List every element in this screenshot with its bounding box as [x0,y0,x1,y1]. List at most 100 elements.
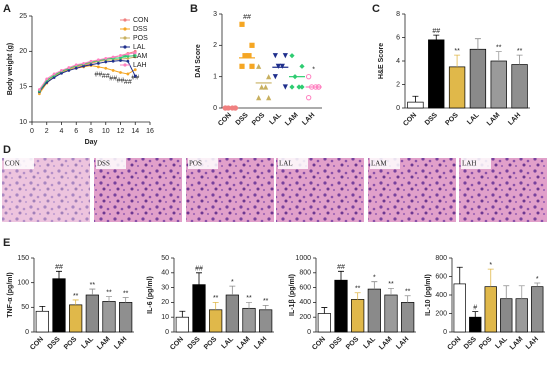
y-tick-label: 20 [19,48,27,55]
x-tick-label: LAM [509,336,525,352]
data-point [119,71,122,74]
error-bar [72,299,79,305]
x-tick-label: LAM [236,336,252,352]
data-point [52,76,56,79]
x-axis-label: Day [85,139,98,146]
x-tick-label: LAL [362,335,377,350]
significance: # [473,304,477,311]
significance: ** [90,282,96,289]
data-point [256,63,262,69]
x-tick-label: LAL [494,335,509,350]
bar [102,301,116,333]
error-bar [179,310,186,318]
y-tick-label: 40 [161,270,169,277]
data-point [45,77,49,81]
y-tick-label: 400 [299,299,311,306]
y-tick-label: 15 [19,84,27,91]
significance: ## [94,72,102,79]
data-point [126,59,130,63]
legend-marker [123,18,127,22]
y-tick-label: 0 [165,329,169,336]
error-bar [246,302,252,309]
significance: ** [246,295,252,302]
significance: ** [355,286,361,293]
x-tick-label: LAL [268,111,283,126]
y-axis-label: Body weight (g) [7,43,14,96]
legend-label: DSS [133,26,148,33]
data-point [259,84,265,90]
significance: ** [263,298,269,305]
data-point [133,74,137,78]
error-bar [262,304,269,310]
x-tick-label: 12 [117,128,125,135]
bar [119,302,133,333]
y-axis-label: H&E Score [378,43,385,79]
error-bar [495,51,502,61]
legend-marker [123,63,127,67]
panel-label: B [190,3,198,15]
x-tick-label: LAH [253,336,268,351]
data-point [126,72,130,76]
bar [351,299,365,333]
y-tick-label: 600 [435,273,447,280]
y-tick-label: 0 [213,105,217,112]
bar [192,284,206,333]
x-tick-label: LAL [80,335,95,350]
significance: ** [213,295,219,302]
data-point [96,65,100,69]
significance: ## [432,28,440,35]
bar [511,64,528,109]
bar [259,309,273,333]
image-label: LAH [462,160,476,168]
x-tick-label: LAM [96,336,112,352]
y-tick-label: 1000 [295,255,311,262]
y-tick-label: 20 [161,299,169,306]
error-bar [454,54,461,67]
legend-marker [123,27,127,31]
data-point [279,63,285,69]
data-point [275,63,281,69]
error-bar [321,307,328,314]
x-tick-label: LAM [284,112,300,128]
y-tick-label: 4 [396,58,400,65]
y-tick-label: 0 [443,329,447,336]
image-label: CON [5,160,20,168]
data-point [96,61,100,65]
y-axis-label: IL-1β (pg/ml) [289,274,296,316]
data-point [272,74,278,80]
data-point [272,53,278,59]
error-bar [388,287,394,295]
error-bar [472,311,479,318]
y-tick-label: 50 [161,255,169,262]
error-bar [474,38,481,50]
data-point [256,95,262,101]
x-tick-label: 2 [45,128,49,135]
data-point [82,61,86,65]
data-point [119,56,122,60]
x-tick-label: LAM [486,112,502,128]
x-tick-label: DSS [187,336,202,351]
data-point [67,66,71,69]
bar [175,316,189,333]
data-point [305,94,312,101]
x-tick-label: LAH [525,336,540,351]
y-axis-label: TNF-α (pg/ml) [7,272,14,318]
data-point [119,59,122,62]
bar [428,39,445,109]
error-bar [503,285,510,299]
x-tick-label: 10 [102,128,110,135]
y-tick-label: 800 [435,255,447,262]
bar [401,302,415,333]
significance: ** [454,48,460,55]
x-tick-label: POS [63,336,79,352]
y-tick-label: 30 [161,284,169,291]
bar [515,298,528,333]
x-tick-label: DSS [329,336,344,351]
x-tick-label: 8 [89,128,93,135]
y-tick-label: 150 [17,255,29,262]
image-label: DSS [97,160,110,168]
bar [35,310,49,333]
data-point [305,73,312,80]
y-axis-label: DAI Score [195,44,202,78]
significance: ** [106,289,112,296]
